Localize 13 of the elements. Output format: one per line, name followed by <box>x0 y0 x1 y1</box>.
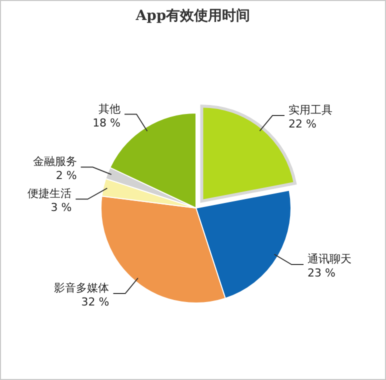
slice-label: 实用工具 <box>288 104 332 117</box>
data-label: 2 % <box>56 169 77 182</box>
chart-title: App有效使用时间 <box>134 8 250 24</box>
slice-label: 通讯聊天 <box>308 252 352 266</box>
slice-label: 其他 <box>98 102 121 116</box>
data-label: 23 % <box>308 266 336 280</box>
slice-label: 金融服务 <box>32 155 77 168</box>
data-label: 22 % <box>288 118 316 131</box>
data-label: 32 % <box>81 296 110 309</box>
data-label: 3 % <box>50 201 72 214</box>
slice-label: 影音多媒体 <box>54 282 110 295</box>
data-label: 18 % <box>92 116 121 130</box>
slice-label: 便捷生活 <box>28 187 72 200</box>
